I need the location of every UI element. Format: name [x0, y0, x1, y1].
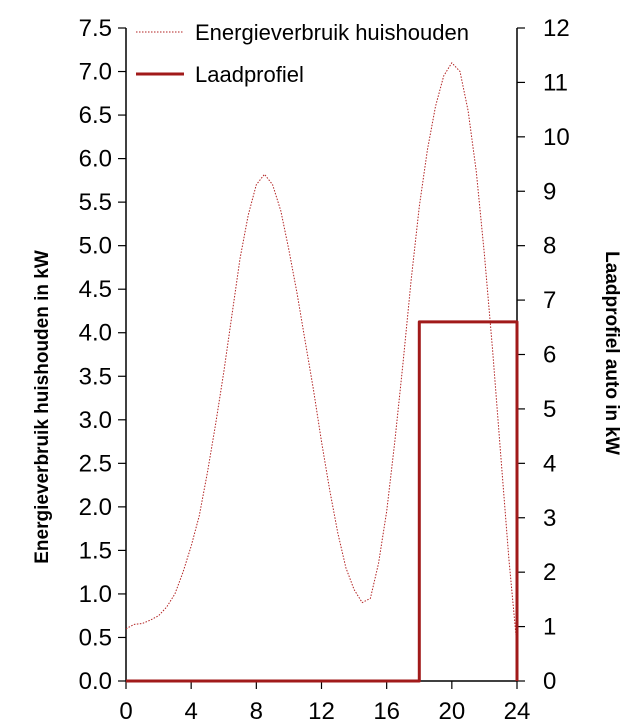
x-tick-label: 20	[438, 698, 465, 725]
y-left-tick-label: 4.0	[79, 320, 112, 347]
y-right-tick-label: 9	[543, 178, 556, 205]
y-left-tick-label: 6.0	[79, 146, 112, 173]
y-right-tick-label: 0	[543, 668, 556, 695]
y-axis-left-title: Energieverbruik huishouden in kW	[32, 250, 53, 564]
y-axis-right-title: Laadprofiel auto in kW	[601, 251, 622, 455]
x-tick-label: 24	[504, 698, 531, 725]
y-right-tick-label: 1	[543, 614, 556, 641]
y-right-tick-label: 12	[543, 15, 570, 42]
y-right-tick-label: 11	[543, 69, 568, 96]
y-axis-left: 0.0 0.5 1.0 1.5 2.0 2.5 3.0 3.5 4.0 4.5 5.0 5.5 6.0 6…	[79, 15, 126, 695]
x-tick-label: 12	[308, 698, 335, 725]
x-tick-label: 8	[250, 698, 263, 725]
y-left-tick-label: 0.0	[79, 668, 112, 695]
legend-label-household: Energieverbruik huishouden	[195, 20, 469, 45]
y-left-tick-label: 2.5	[79, 450, 112, 477]
y-left-tick-label: 1.5	[79, 537, 112, 564]
y-left-tick-label: 3.0	[79, 407, 112, 434]
y-left-tick-label: 5.0	[79, 233, 112, 260]
x-axis: 0 4 8 12 16 20 24	[119, 681, 530, 725]
y-right-tick-label: 5	[543, 396, 556, 423]
y-right-tick-label: 7	[543, 287, 556, 314]
y-left-tick-label: 4.5	[79, 276, 112, 303]
y-right-tick-label: 2	[543, 559, 556, 586]
x-tick-label: 16	[373, 698, 400, 725]
y-left-tick-label: 7.0	[79, 59, 112, 86]
y-left-tick-label: 1.0	[79, 581, 112, 608]
y-right-tick-label: 6	[543, 342, 556, 369]
series-line-household-usage	[125, 62, 518, 647]
x-tick-label: 0	[119, 698, 132, 725]
y-left-tick-label: 5.5	[79, 189, 112, 216]
plot-frame	[125, 28, 518, 682]
y-right-tick-label: 3	[543, 505, 556, 532]
x-tick-label: 4	[184, 698, 197, 725]
y-left-tick-label: 0.5	[79, 624, 112, 651]
series-line-charging-profile	[126, 320, 519, 683]
series-layer	[125, 62, 519, 683]
y-left-tick-label: 7.5	[79, 15, 112, 42]
y-left-tick-label: 2.0	[79, 494, 112, 521]
y-right-tick-label: 8	[543, 233, 556, 260]
y-right-tick-label: 10	[543, 124, 570, 151]
legend: Energieverbruik huishouden Laadprofiel	[136, 20, 469, 87]
y-right-tick-label: 4	[543, 450, 556, 477]
y-left-tick-label: 3.5	[79, 363, 112, 390]
y-left-tick-label: 6.5	[79, 102, 112, 129]
legend-label-charging: Laadprofiel	[195, 62, 304, 87]
